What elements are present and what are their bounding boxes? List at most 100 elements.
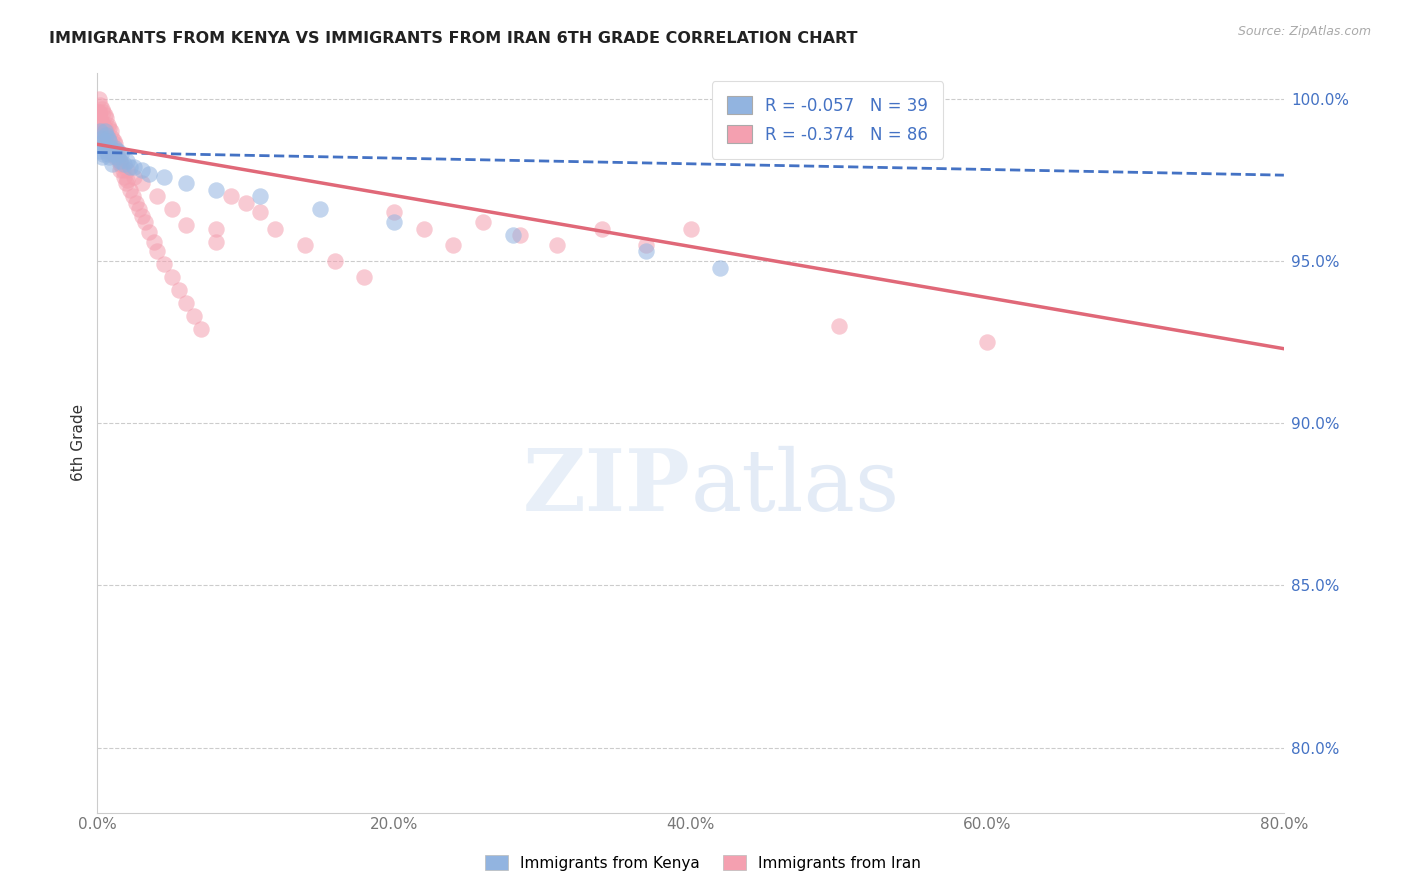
- Point: [176, 296, 198, 310]
- Point: [128, 202, 150, 217]
- Point: [103, 147, 125, 161]
- Point: [100, 137, 122, 152]
- Point: [87, 137, 110, 152]
- Point: [101, 131, 124, 145]
- Point: [110, 147, 132, 161]
- Point: [98, 144, 121, 158]
- Point: [94, 108, 117, 122]
- Point: [98, 121, 121, 136]
- Point: [131, 163, 153, 178]
- Y-axis label: 6th Grade: 6th Grade: [72, 404, 86, 482]
- Point: [323, 254, 346, 268]
- Point: [96, 124, 118, 138]
- Point: [353, 270, 375, 285]
- Point: [115, 153, 138, 168]
- Point: [205, 183, 228, 197]
- Point: [264, 221, 287, 235]
- Point: [294, 238, 316, 252]
- Point: [382, 215, 405, 229]
- Point: [89, 112, 111, 126]
- Point: [828, 318, 851, 333]
- Point: [176, 176, 198, 190]
- Point: [103, 147, 125, 161]
- Point: [145, 244, 167, 259]
- Point: [94, 131, 117, 145]
- Point: [124, 160, 146, 174]
- Point: [89, 144, 111, 158]
- Point: [308, 202, 330, 217]
- Point: [104, 150, 127, 164]
- Point: [112, 169, 135, 184]
- Point: [96, 144, 118, 158]
- Point: [108, 157, 131, 171]
- Point: [103, 134, 125, 148]
- Point: [183, 310, 205, 324]
- Point: [502, 228, 524, 243]
- Point: [97, 118, 120, 132]
- Point: [90, 150, 112, 164]
- Point: [167, 283, 190, 297]
- Point: [176, 219, 198, 233]
- Point: [110, 157, 132, 171]
- Text: atlas: atlas: [690, 445, 900, 529]
- Point: [125, 195, 148, 210]
- Point: [108, 153, 131, 168]
- Point: [131, 209, 153, 223]
- Point: [108, 163, 131, 178]
- Point: [118, 183, 141, 197]
- Point: [709, 260, 731, 275]
- Point: [100, 140, 122, 154]
- Point: [107, 150, 129, 164]
- Point: [153, 257, 176, 271]
- Point: [90, 114, 112, 128]
- Point: [382, 205, 405, 219]
- Point: [96, 112, 118, 126]
- Legend: Immigrants from Kenya, Immigrants from Iran: Immigrants from Kenya, Immigrants from I…: [475, 846, 931, 880]
- Point: [98, 134, 121, 148]
- Point: [546, 238, 568, 252]
- Point: [104, 137, 127, 152]
- Point: [89, 114, 111, 128]
- Point: [97, 131, 120, 145]
- Point: [101, 147, 124, 161]
- Point: [105, 150, 128, 164]
- Point: [90, 102, 112, 116]
- Point: [91, 128, 114, 142]
- Point: [105, 144, 128, 158]
- Point: [118, 160, 141, 174]
- Point: [89, 124, 111, 138]
- Text: ZIP: ZIP: [523, 445, 690, 529]
- Point: [94, 124, 117, 138]
- Point: [111, 163, 134, 178]
- Point: [96, 134, 118, 148]
- Point: [87, 104, 110, 119]
- Point: [91, 118, 114, 132]
- Point: [101, 144, 124, 158]
- Point: [91, 124, 114, 138]
- Text: IMMIGRANTS FROM KENYA VS IMMIGRANTS FROM IRAN 6TH GRADE CORRELATION CHART: IMMIGRANTS FROM KENYA VS IMMIGRANTS FROM…: [49, 31, 858, 46]
- Point: [138, 225, 160, 239]
- Point: [219, 189, 242, 203]
- Point: [160, 202, 183, 217]
- Point: [97, 131, 120, 145]
- Point: [101, 144, 124, 158]
- Point: [160, 270, 183, 285]
- Point: [87, 104, 110, 119]
- Point: [97, 147, 120, 161]
- Point: [636, 244, 658, 259]
- Point: [679, 221, 702, 235]
- Point: [509, 228, 531, 243]
- Point: [145, 189, 167, 203]
- Point: [112, 157, 135, 171]
- Point: [101, 157, 124, 171]
- Point: [98, 150, 121, 164]
- Point: [94, 140, 117, 154]
- Point: [87, 92, 110, 106]
- Point: [114, 176, 136, 190]
- Point: [96, 128, 118, 142]
- Point: [472, 215, 495, 229]
- Point: [89, 98, 111, 112]
- Point: [591, 221, 613, 235]
- Point: [90, 131, 112, 145]
- Point: [138, 167, 160, 181]
